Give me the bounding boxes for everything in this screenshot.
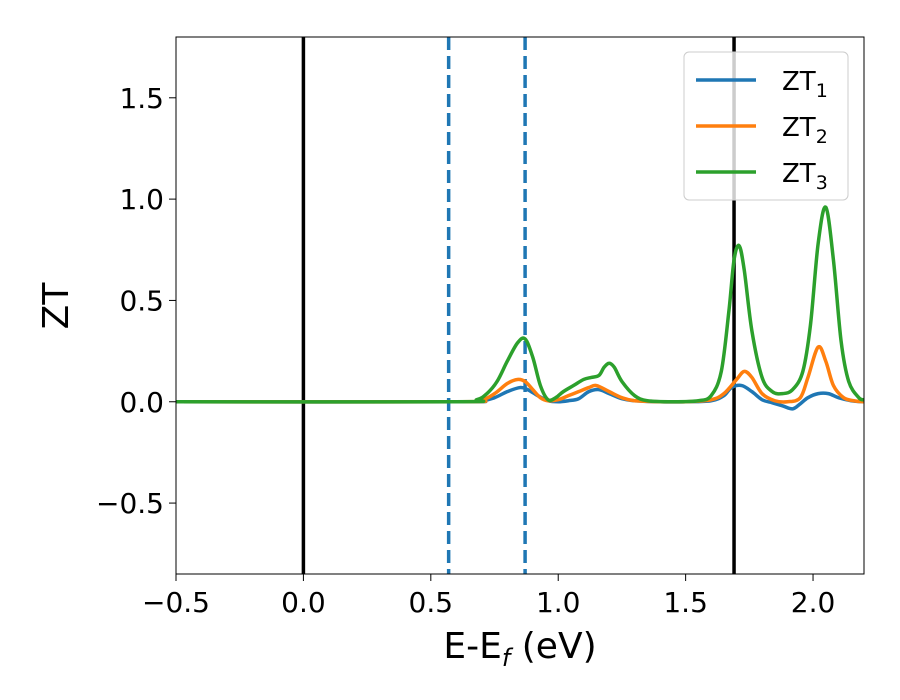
legend-label-main: ZT <box>782 67 816 97</box>
y-tick-label: −0.5 <box>96 487 164 520</box>
legend-label-subscript: 2 <box>816 126 828 148</box>
series-line-zt2 <box>176 344 864 404</box>
x-tick-label: 0.5 <box>409 586 454 619</box>
legend-label-subscript: 1 <box>816 80 828 102</box>
legend-label-zt2: ZT2 <box>782 113 828 148</box>
y-axis-ticks: −0.5 0.0 0.5 1.0 1.5 <box>96 82 176 520</box>
legend-label-main: ZT <box>782 113 816 143</box>
legend-label-subscript: 3 <box>816 172 828 194</box>
legend-label-zt3: ZT3 <box>782 159 828 194</box>
x-tick-label: −0.5 <box>142 586 210 619</box>
y-tick-label: 1.0 <box>119 183 164 216</box>
x-axis-ticks: −0.5 0.0 0.5 1.0 1.5 2.0 <box>142 574 835 619</box>
x-tick-label: 1.0 <box>536 586 581 619</box>
legend-box <box>683 51 849 201</box>
series-line-zt3 <box>176 205 864 404</box>
series-lines <box>176 205 864 411</box>
x-axis-title: E-Ef (eV) <box>443 626 596 672</box>
x-tick-label: 1.5 <box>663 586 708 619</box>
series-line-zt1 <box>176 383 864 411</box>
x-axis-title-suffix: (eV) <box>510 626 596 667</box>
y-tick-label: 0.0 <box>119 386 164 419</box>
vertical-reference-lines <box>301 37 736 574</box>
y-axis-title: ZT <box>36 282 77 330</box>
plot-frame <box>175 36 865 575</box>
y-tick-label: 0.5 <box>119 284 164 317</box>
legend-label-zt1: ZT1 <box>782 67 828 102</box>
y-tick-label: 1.5 <box>119 82 164 115</box>
legend-label-main: ZT <box>782 159 816 189</box>
x-axis-title-main: E-E <box>443 626 501 667</box>
x-tick-label: 2.0 <box>791 586 836 619</box>
x-tick-label: 0.0 <box>281 586 326 619</box>
